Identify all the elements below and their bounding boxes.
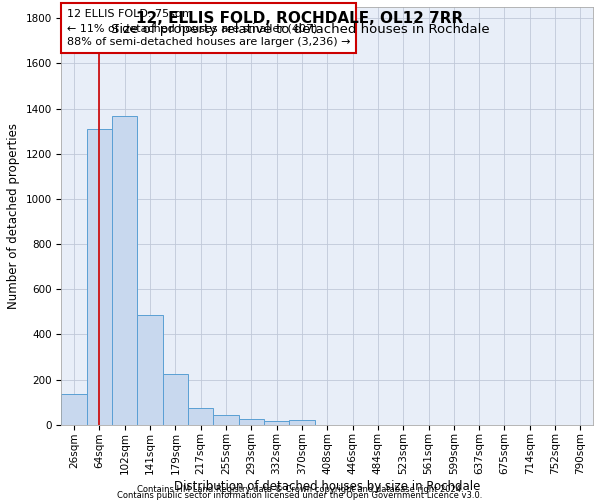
- Bar: [137, 315, 163, 424]
- Y-axis label: Number of detached properties: Number of detached properties: [7, 123, 20, 309]
- Bar: [289, 420, 314, 424]
- Bar: [239, 418, 264, 424]
- Bar: [214, 416, 239, 424]
- Bar: [112, 116, 137, 424]
- Bar: [61, 394, 87, 424]
- X-axis label: Distribution of detached houses by size in Rochdale: Distribution of detached houses by size …: [174, 480, 481, 493]
- Text: Size of property relative to detached houses in Rochdale: Size of property relative to detached ho…: [110, 22, 490, 36]
- Bar: [264, 422, 289, 424]
- Text: Contains public sector information licensed under the Open Government Licence v3: Contains public sector information licen…: [118, 490, 482, 500]
- Text: 12, ELLIS FOLD, ROCHDALE, OL12 7RR: 12, ELLIS FOLD, ROCHDALE, OL12 7RR: [136, 11, 464, 26]
- Bar: [163, 374, 188, 424]
- Bar: [87, 129, 112, 424]
- Text: Contains HM Land Registry data © Crown copyright and database right 2024.: Contains HM Land Registry data © Crown c…: [137, 484, 463, 494]
- Bar: [188, 408, 214, 424]
- Text: 12 ELLIS FOLD: 75sqm
← 11% of detached houses are smaller (407)
88% of semi-deta: 12 ELLIS FOLD: 75sqm ← 11% of detached h…: [67, 9, 350, 47]
